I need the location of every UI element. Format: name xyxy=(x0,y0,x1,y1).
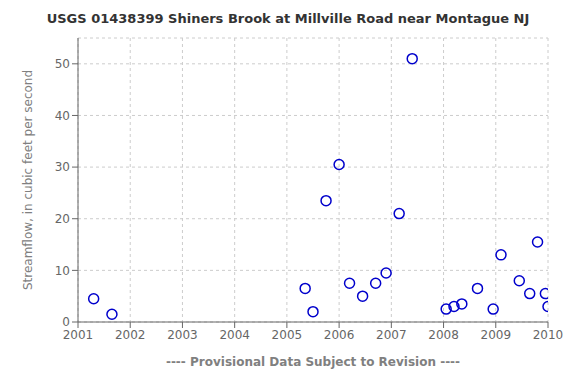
html-text:USGS 01438399 Shiners Brook at: USGS 01438399 Shiners Brook at Millville… xyxy=(46,11,530,26)
svg-text:2005: 2005 xyxy=(272,328,303,342)
svg-text:30: 30 xyxy=(55,160,70,174)
svg-text:40: 40 xyxy=(55,109,70,123)
svg-text:2010: 2010 xyxy=(533,328,564,342)
svg-text:50: 50 xyxy=(55,57,70,71)
svg-text:2004: 2004 xyxy=(219,328,250,342)
svg-text:2006: 2006 xyxy=(324,328,355,342)
svg-text:0: 0 xyxy=(62,315,70,329)
svg-text:2009: 2009 xyxy=(481,328,512,342)
svg-text:Streamflow, in cubic feet per: Streamflow, in cubic feet per second xyxy=(21,70,35,290)
svg-text:2007: 2007 xyxy=(376,328,407,342)
svg-text:10: 10 xyxy=(55,264,70,278)
svg-text:2002: 2002 xyxy=(115,328,146,342)
svg-text:2001: 2001 xyxy=(63,328,94,342)
svg-text:20: 20 xyxy=(55,212,70,226)
svg-text:2008: 2008 xyxy=(428,328,459,342)
svg-text:2003: 2003 xyxy=(167,328,198,342)
svg-text:---- Provisional Data Subject: ---- Provisional Data Subject to Revisio… xyxy=(166,355,460,369)
